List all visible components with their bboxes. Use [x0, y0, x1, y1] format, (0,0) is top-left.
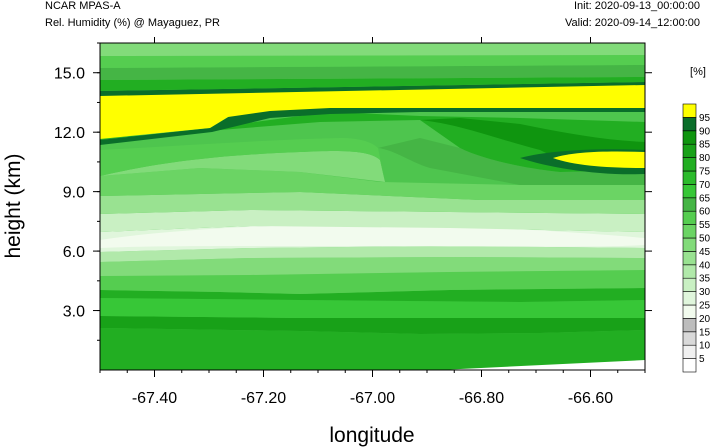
colorbar-label: 75 — [699, 167, 711, 178]
colorbar-swatch — [682, 130, 697, 145]
plot-title: Rel. Humidity (%) @ Mayaguez, PR — [45, 17, 220, 29]
humidity-field — [100, 43, 645, 370]
x-tick-label: -67.00 — [350, 390, 395, 407]
colorbar-label: 15 — [699, 327, 711, 338]
colorbar-swatch — [682, 344, 697, 359]
rh-moist-lens — [553, 151, 645, 168]
colorbar-swatch — [682, 237, 697, 252]
y-tick-label: 15.0 — [54, 66, 85, 83]
colorbar-label: 25 — [699, 301, 711, 312]
rh-band-upper-2 — [100, 138, 385, 182]
colorbar-label: 65 — [699, 193, 711, 204]
x-axis-label: longitude — [329, 424, 414, 447]
colorbar-swatch — [682, 331, 697, 346]
x-tick-label: -67.40 — [132, 390, 177, 407]
x-tick-label: -66.60 — [568, 390, 613, 407]
colorbar-swatch — [682, 304, 697, 319]
rh-band-upper-1 — [100, 150, 385, 182]
colorbar-swatch — [682, 224, 697, 239]
rh-band-mid-4 — [100, 192, 645, 214]
model-title: NCAR MPAS-A — [45, 0, 121, 12]
colorbar-label: 85 — [699, 140, 711, 151]
colorbar-swatch — [682, 277, 697, 292]
rh-band-mid-3 — [100, 246, 645, 262]
colorbar-label: 45 — [699, 247, 711, 258]
colorbar-label: 50 — [699, 234, 711, 245]
colorbar-label: 70 — [699, 180, 711, 191]
rh-band-top-1 — [100, 82, 645, 96]
y-tick-label: 9.0 — [63, 185, 85, 202]
colorbar-label: 55 — [699, 220, 711, 231]
x-tick-label: -67.20 — [241, 390, 286, 407]
rh-band-low-2 — [100, 298, 645, 318]
x-axis: -67.40 -67.20 -67.00 -66.80 -66.60 — [99, 37, 646, 407]
colorbar-label: 90 — [699, 126, 711, 137]
colorbar-label: 5 — [699, 354, 705, 365]
colorbar-swatch — [682, 318, 697, 333]
colorbar-swatch — [682, 264, 697, 279]
rh-band-mid-1 — [100, 270, 645, 294]
colorbar-swatch — [682, 291, 697, 306]
y-tick-label: 3.0 — [63, 304, 85, 321]
rh-band-surface — [100, 328, 645, 370]
rh-band-top-5 — [100, 43, 645, 56]
x-tick-label: -66.80 — [459, 390, 504, 407]
colorbar-swatch — [682, 143, 697, 158]
colorbar-label: 60 — [699, 207, 711, 218]
colorbar-label: 80 — [699, 153, 711, 164]
rh-band-upper-3 — [378, 138, 645, 185]
colorbar-label: 20 — [699, 314, 711, 325]
y-tick-label: 12.0 — [54, 125, 85, 142]
rh-band-dry-2 — [100, 210, 645, 232]
rh-band-low-3 — [100, 288, 645, 302]
rh-band-dry-core — [100, 224, 645, 248]
colorbar-swatch — [682, 103, 697, 118]
colorbar-swatch — [682, 184, 697, 199]
colorbar-label: 95 — [699, 113, 711, 124]
colorbar-swatch — [682, 251, 697, 266]
colorbar-swatch — [682, 117, 697, 132]
rh-band-mid-2 — [100, 257, 645, 276]
colorbar-swatch — [682, 210, 697, 225]
colorbar-swatch — [682, 170, 697, 185]
rh-band-top-4 — [100, 55, 645, 68]
y-axis: 3.0 6.0 9.0 12.0 15.0 — [54, 42, 652, 341]
y-axis-label: height (km) — [2, 153, 25, 258]
colorbar-label: 30 — [699, 287, 711, 298]
colorbar-swatch — [682, 358, 697, 373]
colorbar-unit: [%] — [690, 66, 706, 78]
colorbar-label: 40 — [699, 260, 711, 271]
colorbar-swatch — [682, 197, 697, 212]
colorbar-label: 10 — [699, 341, 711, 352]
colorbar-swatch — [682, 157, 697, 172]
terrain-mask — [440, 360, 645, 370]
rh-band-low-1 — [100, 316, 645, 334]
colorbar: 5 10 15 20 25 30 35 40 45 50 55 60 65 70 75 80 85 90 95 — [682, 103, 711, 373]
y-tick-label: 6.0 — [63, 244, 85, 261]
rh-band-top-3 — [100, 65, 645, 80]
valid-time: Valid: 2020-09-14_12:00:00 — [565, 17, 700, 29]
rh-saturated-layer — [100, 84, 645, 139]
rh-band-mid-5 — [100, 168, 645, 200]
colorbar-label: 35 — [699, 274, 711, 285]
rh-band-top-2 — [100, 77, 645, 91]
init-time: Init: 2020-09-13_00:00:00 — [574, 0, 700, 12]
